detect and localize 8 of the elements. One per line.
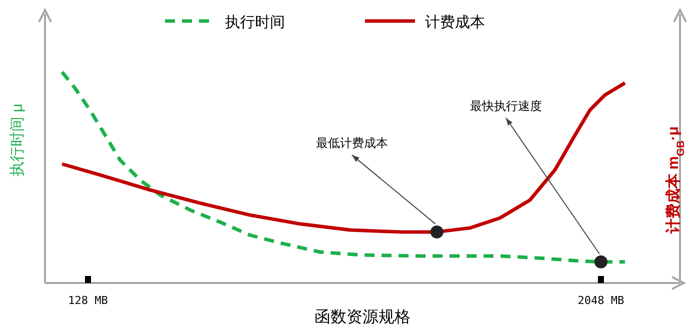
y-axis-title: 执行时间 μ [9, 104, 26, 176]
annotation: 最低计费成本 [316, 136, 388, 150]
legend-label: 计费成本 [425, 14, 485, 31]
x-axis-title: 函数资源规格 [314, 308, 410, 326]
legend-label: 执行时间 [225, 14, 285, 31]
x-tick-label: 2048 MB [578, 294, 624, 307]
x-tick-label: 128 MB [68, 294, 108, 307]
annotation: 最快执行速度 [470, 98, 542, 113]
